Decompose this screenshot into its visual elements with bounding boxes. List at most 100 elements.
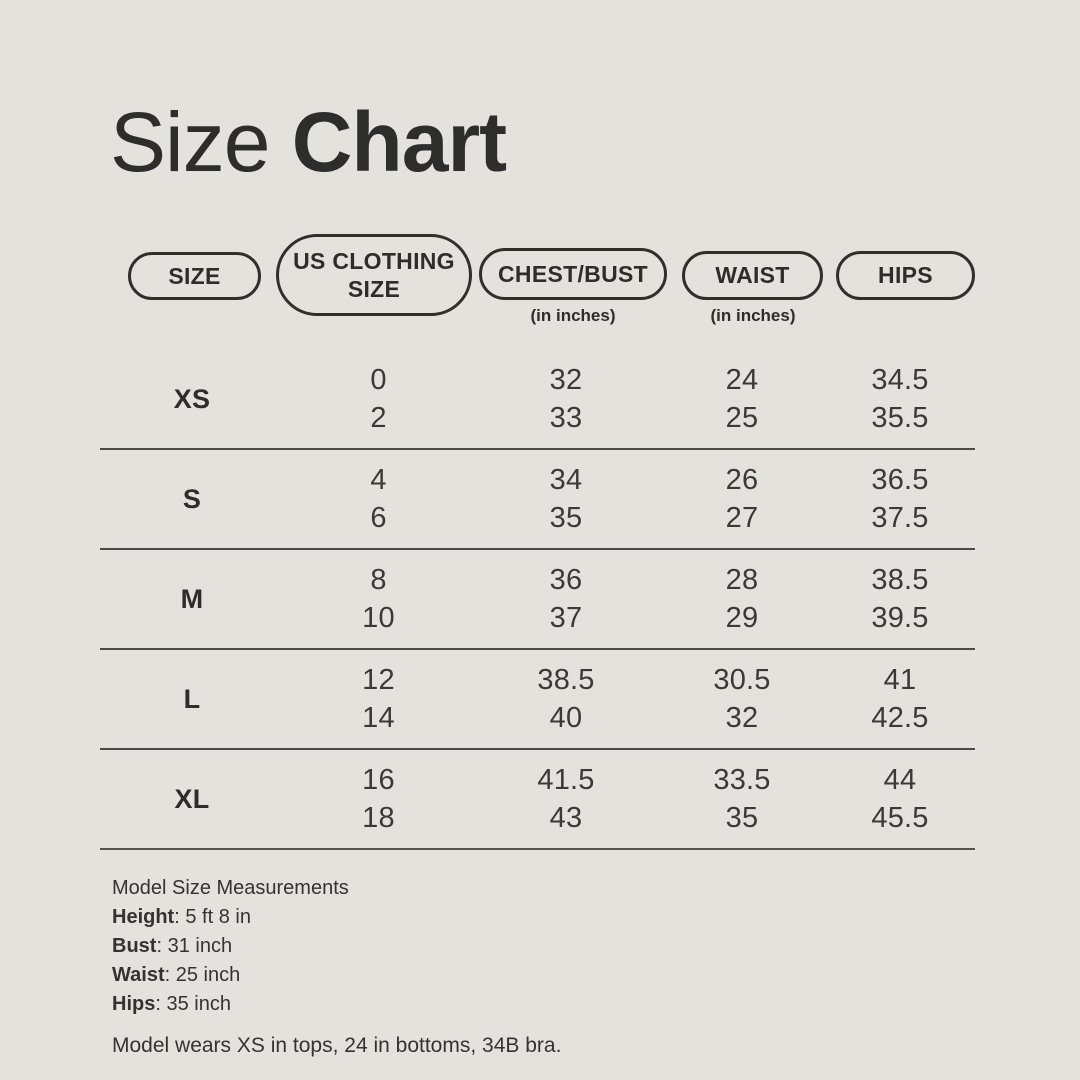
cell-value: 32 <box>549 364 583 396</box>
model-measurements: Model Size Measurements Height: 5 ft 8 i… <box>112 874 561 1060</box>
measurement-separator: : <box>155 993 167 1015</box>
waist-cell: 33.5 35 <box>659 761 825 837</box>
table-row-xl: XL 16 18 41.5 43 33.5 35 44 45.5 <box>100 750 975 850</box>
cell-value: 25 <box>725 402 759 434</box>
us-size-cell: 4 6 <box>284 461 473 537</box>
us-size-cell: 16 18 <box>284 761 473 837</box>
chest-cell: 36 37 <box>473 561 659 637</box>
header-label-us-clothing-size: US CLOTHING SIZE <box>293 247 455 302</box>
waist-cell: 30.5 32 <box>659 661 825 737</box>
hips-cell: 41 42.5 <box>825 661 975 737</box>
measurement-value: 5 ft 8 in <box>185 906 251 928</box>
header-label-size: SIZE <box>168 262 221 289</box>
cell-value: 12 <box>362 664 395 696</box>
chest-units-note: (in inches) <box>530 306 616 325</box>
cell-value: 24 <box>725 364 759 396</box>
cell-value: 36.5 <box>871 464 929 496</box>
measurement-label: Height <box>112 906 175 928</box>
header-pill-hips: HIPS <box>836 251 975 300</box>
cell-value: 44 <box>883 764 917 796</box>
header-pill-chest-bust: CHEST/BUST <box>479 248 667 300</box>
cell-value: 27 <box>725 502 759 534</box>
chest-cell: 41.5 43 <box>473 761 659 837</box>
measurement-height: Height: 5 ft 8 in <box>112 903 561 932</box>
chest-cell: 34 35 <box>473 461 659 537</box>
page-title: Size Chart <box>110 95 507 189</box>
measurement-waist: Waist: 25 inch <box>112 961 561 990</box>
waist-cell: 24 25 <box>659 361 825 437</box>
size-label: M <box>180 583 204 614</box>
cell-value: 39.5 <box>871 602 929 634</box>
table-row-s: S 4 6 34 35 26 27 36.5 37.5 <box>100 450 975 550</box>
chest-cell: 32 33 <box>473 361 659 437</box>
measurement-bust: Bust: 31 inch <box>112 932 561 961</box>
cell-value: 8 <box>370 564 387 596</box>
cell-value: 0 <box>370 364 387 396</box>
cell-value: 10 <box>362 602 395 634</box>
cell-value: 36 <box>549 564 583 596</box>
cell-value: 40 <box>549 702 583 734</box>
size-label: XS <box>173 383 211 414</box>
cell-value: 29 <box>725 602 759 634</box>
cell-value: 33.5 <box>713 764 771 796</box>
size-label: L <box>183 683 201 714</box>
cell-value: 38.5 <box>537 664 595 696</box>
title-word-size: Size <box>110 95 270 189</box>
table-row-xs: XS 0 2 32 33 24 25 34.5 35.5 <box>100 350 975 450</box>
cell-value: 32 <box>725 702 759 734</box>
header-label-chest-bust: CHEST/BUST <box>498 260 648 287</box>
cell-value: 28 <box>725 564 759 596</box>
cell-value: 43 <box>549 802 583 834</box>
cell-value: 18 <box>362 802 395 834</box>
cell-value: 41.5 <box>537 764 595 796</box>
us-size-cell: 8 10 <box>284 561 473 637</box>
cell-value: 38.5 <box>871 564 929 596</box>
cell-value: 6 <box>370 502 387 534</box>
cell-value: 33 <box>549 402 583 434</box>
measurement-value: 31 inch <box>167 935 233 957</box>
cell-value: 2 <box>370 402 387 434</box>
cell-value: 16 <box>362 764 395 796</box>
header-pill-waist: WAIST <box>682 251 823 300</box>
model-wears-note: Model wears XS in tops, 24 in bottoms, 3… <box>112 1034 562 1057</box>
cell-value: 37 <box>549 602 583 634</box>
cell-value: 35 <box>549 502 583 534</box>
model-measurements-heading: Model Size Measurements <box>112 877 349 899</box>
hips-cell: 38.5 39.5 <box>825 561 975 637</box>
chest-cell: 38.5 40 <box>473 661 659 737</box>
waist-units-note: (in inches) <box>710 306 796 325</box>
cell-value: 42.5 <box>871 702 929 734</box>
size-table: XS 0 2 32 33 24 25 34.5 35.5 S 4 6 <box>100 350 975 850</box>
cell-value: 30.5 <box>713 664 771 696</box>
measurement-value: 25 inch <box>175 964 241 986</box>
us-size-cell: 12 14 <box>284 661 473 737</box>
measurement-label: Waist <box>112 964 165 986</box>
cell-value: 34 <box>549 464 583 496</box>
table-row-l: L 12 14 38.5 40 30.5 32 41 42.5 <box>100 650 975 750</box>
measurement-separator: : <box>156 935 168 957</box>
hips-cell: 44 45.5 <box>825 761 975 837</box>
cell-value: 35 <box>725 802 759 834</box>
measurement-separator: : <box>174 906 186 928</box>
waist-cell: 26 27 <box>659 461 825 537</box>
waist-cell: 28 29 <box>659 561 825 637</box>
hips-cell: 36.5 37.5 <box>825 461 975 537</box>
size-label: XL <box>174 783 210 814</box>
cell-value: 4 <box>370 464 387 496</box>
cell-value: 45.5 <box>871 802 929 834</box>
table-row-m: M 8 10 36 37 28 29 38.5 39.5 <box>100 550 975 650</box>
measurement-hips: Hips: 35 inch <box>112 990 561 1019</box>
cell-value: 34.5 <box>871 364 929 396</box>
title-word-chart: Chart <box>291 95 507 189</box>
size-label: S <box>182 483 202 514</box>
header-label-waist: WAIST <box>715 262 790 289</box>
cell-value: 14 <box>362 702 395 734</box>
us-size-cell: 0 2 <box>284 361 473 437</box>
measurement-separator: : <box>164 964 176 986</box>
cell-value: 35.5 <box>871 402 929 434</box>
cell-value: 26 <box>725 464 759 496</box>
cell-value: 41 <box>883 664 917 696</box>
header-label-hips: HIPS <box>878 262 933 289</box>
measurement-label: Bust <box>112 935 157 957</box>
